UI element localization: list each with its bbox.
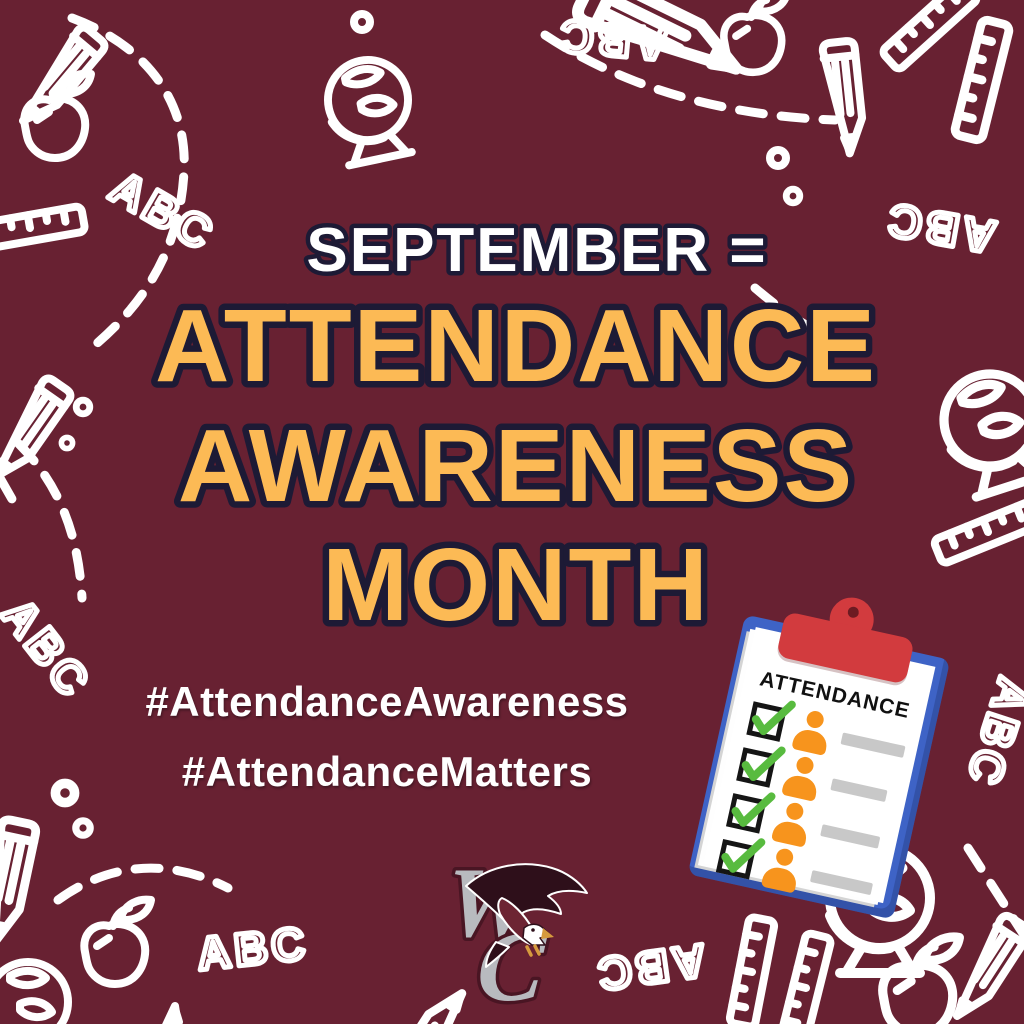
dashed-arc-doodle (963, 843, 1024, 940)
ruler-doodle (881, 0, 979, 71)
attendance-row (714, 832, 890, 915)
attendance-row (725, 786, 901, 869)
pencil-doodle (944, 913, 1024, 1024)
abc-doodle (195, 917, 311, 980)
pencil-doodle (822, 40, 866, 155)
abc-doodle (554, 9, 670, 71)
ruler-doodle (954, 19, 1010, 141)
globe-doodle (932, 362, 1024, 500)
name-bar (810, 869, 874, 895)
abc-doodle (881, 193, 1000, 264)
check-icon (721, 837, 766, 873)
person-icon (791, 707, 833, 756)
abc-doodle (957, 672, 1024, 794)
checkbox-icon (715, 837, 766, 880)
hashtag-block: #AttendanceAwareness #AttendanceMatters (132, 681, 642, 793)
title-line-3: MONTH (322, 527, 710, 642)
pencil-doodle (159, 1006, 191, 1024)
globe-doodle (0, 962, 68, 1024)
abc-doodle (0, 588, 102, 708)
check-icon (741, 746, 786, 781)
person-icon (771, 799, 813, 848)
dashed-arc-doodle (67, 13, 189, 350)
attendance-row (735, 740, 911, 823)
name-bar (820, 823, 881, 849)
dashed-arc-doodle (750, 283, 857, 349)
abc-doodle (591, 934, 709, 1001)
eyebrow-text: SEPTEMBER = (306, 216, 767, 285)
person-icon (760, 845, 803, 894)
dot-doodle (786, 189, 800, 203)
dashed-arc-doodle (53, 863, 233, 905)
dot-doodle (76, 400, 90, 414)
checkbox-icon (736, 746, 786, 788)
attendance-rows (701, 688, 922, 915)
ruler-doodle (933, 500, 1024, 565)
globe-doodle (321, 53, 420, 167)
check-icon (751, 700, 796, 735)
title-line-2: AWARENESS (178, 408, 854, 523)
person-icon (781, 753, 823, 802)
ruler-doodle (780, 932, 831, 1024)
checkbox-icon (726, 791, 776, 834)
title-line-1: ATTENDANCE (155, 288, 877, 403)
dot-doodle (770, 150, 786, 166)
attendance-row (745, 694, 921, 777)
dot-doodle (354, 14, 370, 30)
checkbox-icon (746, 700, 796, 742)
dot-doodle (55, 783, 74, 802)
hashtag-awareness: #AttendanceAwareness (145, 678, 629, 725)
dashed-arc-doodle (540, 30, 840, 125)
dot-doodle (61, 437, 72, 448)
apple-doodle (724, 0, 787, 72)
dashed-arc-doodle (0, 473, 21, 511)
name-bar (830, 777, 888, 802)
dot-doodle (76, 821, 90, 835)
pencil-doodle (574, 0, 746, 90)
attendance-clipboard: ATTENDANCE (687, 593, 951, 920)
dashed-arc-doodle (13, 438, 87, 603)
apple-doodle (84, 900, 151, 984)
pencil-doodle (11, 25, 108, 131)
apple-doodle (883, 937, 960, 1024)
eagle-icon (465, 863, 588, 968)
ruler-doodle (0, 206, 85, 250)
pencil-doodle (0, 818, 37, 946)
check-icon (731, 791, 776, 827)
apple-doodle (24, 74, 91, 158)
clipboard-paper: ATTENDANCE (703, 627, 936, 904)
school-logo: W C (439, 844, 588, 1024)
pencil-doodle (0, 376, 73, 486)
name-bar (840, 731, 906, 758)
hashtag-matters: #AttendanceMatters (181, 748, 593, 795)
abc-doodle (102, 160, 225, 261)
ruler-doodle (729, 917, 775, 1024)
